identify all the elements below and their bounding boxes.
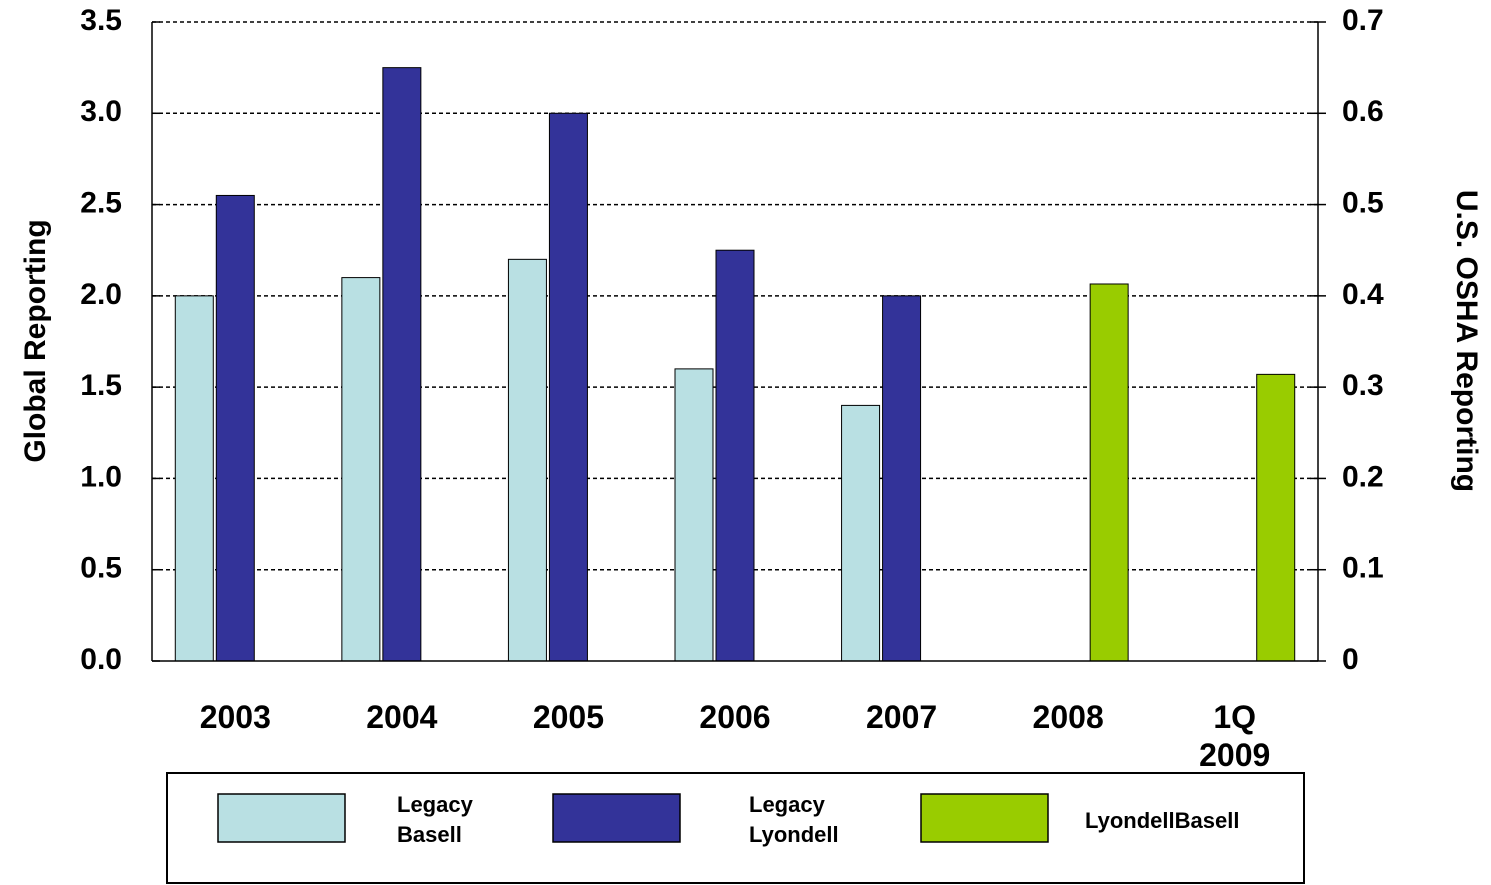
y2-tick-label: 0 xyxy=(1342,643,1359,676)
bar xyxy=(341,277,381,662)
y-tick-label: 1.0 xyxy=(80,460,122,493)
x-tick-label: 2008 xyxy=(1032,699,1104,735)
y2-tick-label: 0.6 xyxy=(1342,95,1384,128)
y-tick-label: 3.5 xyxy=(80,4,122,37)
x-tick-label: 1Q 2009 xyxy=(1199,699,1271,773)
legend-box xyxy=(166,772,1305,884)
bar xyxy=(841,404,881,662)
bar xyxy=(715,249,755,662)
y-tick-label: 1.5 xyxy=(80,369,122,402)
bar xyxy=(174,295,214,662)
x-tick-label: 2005 xyxy=(532,699,605,735)
legend-label: Legacy Lyondell xyxy=(749,792,839,847)
bar xyxy=(507,258,547,662)
legend-label: Legacy Basell xyxy=(397,792,473,847)
y2-tick-label: 0.2 xyxy=(1342,460,1384,493)
bar xyxy=(382,67,422,662)
x-tick-label: 2007 xyxy=(865,699,938,735)
legend-swatch xyxy=(920,793,1049,843)
legend-swatch xyxy=(217,793,346,843)
bar xyxy=(674,368,714,662)
legend-label: LyondellBasell xyxy=(1085,808,1240,833)
legend-swatch xyxy=(552,793,681,843)
bar xyxy=(1089,283,1129,662)
x-tick-label: 2004 xyxy=(366,699,438,735)
y2-tick-label: 0.5 xyxy=(1342,186,1384,219)
y-tick-label: 3.0 xyxy=(80,95,122,128)
y2-tick-label: 0.7 xyxy=(1342,4,1384,37)
y2-tick-label: 0.4 xyxy=(1342,278,1384,311)
y-tick-label: 2.0 xyxy=(80,278,122,311)
y-tick-label: 0.0 xyxy=(80,643,122,676)
bar xyxy=(548,112,588,662)
bar xyxy=(882,295,922,662)
y2-tick-label: 0.3 xyxy=(1342,369,1384,402)
x-tick-label: 2006 xyxy=(699,699,771,735)
y-tick-label: 2.5 xyxy=(80,186,122,219)
y2-axis-label: U.S. OSHA Reporting xyxy=(1450,190,1483,492)
bar xyxy=(1256,373,1296,662)
bar xyxy=(215,194,255,662)
x-tick-label: 2003 xyxy=(199,699,271,735)
y2-tick-label: 0.1 xyxy=(1342,552,1384,585)
y-tick-label: 0.5 xyxy=(80,552,122,585)
y-axis-label: Global Reporting xyxy=(19,219,52,462)
